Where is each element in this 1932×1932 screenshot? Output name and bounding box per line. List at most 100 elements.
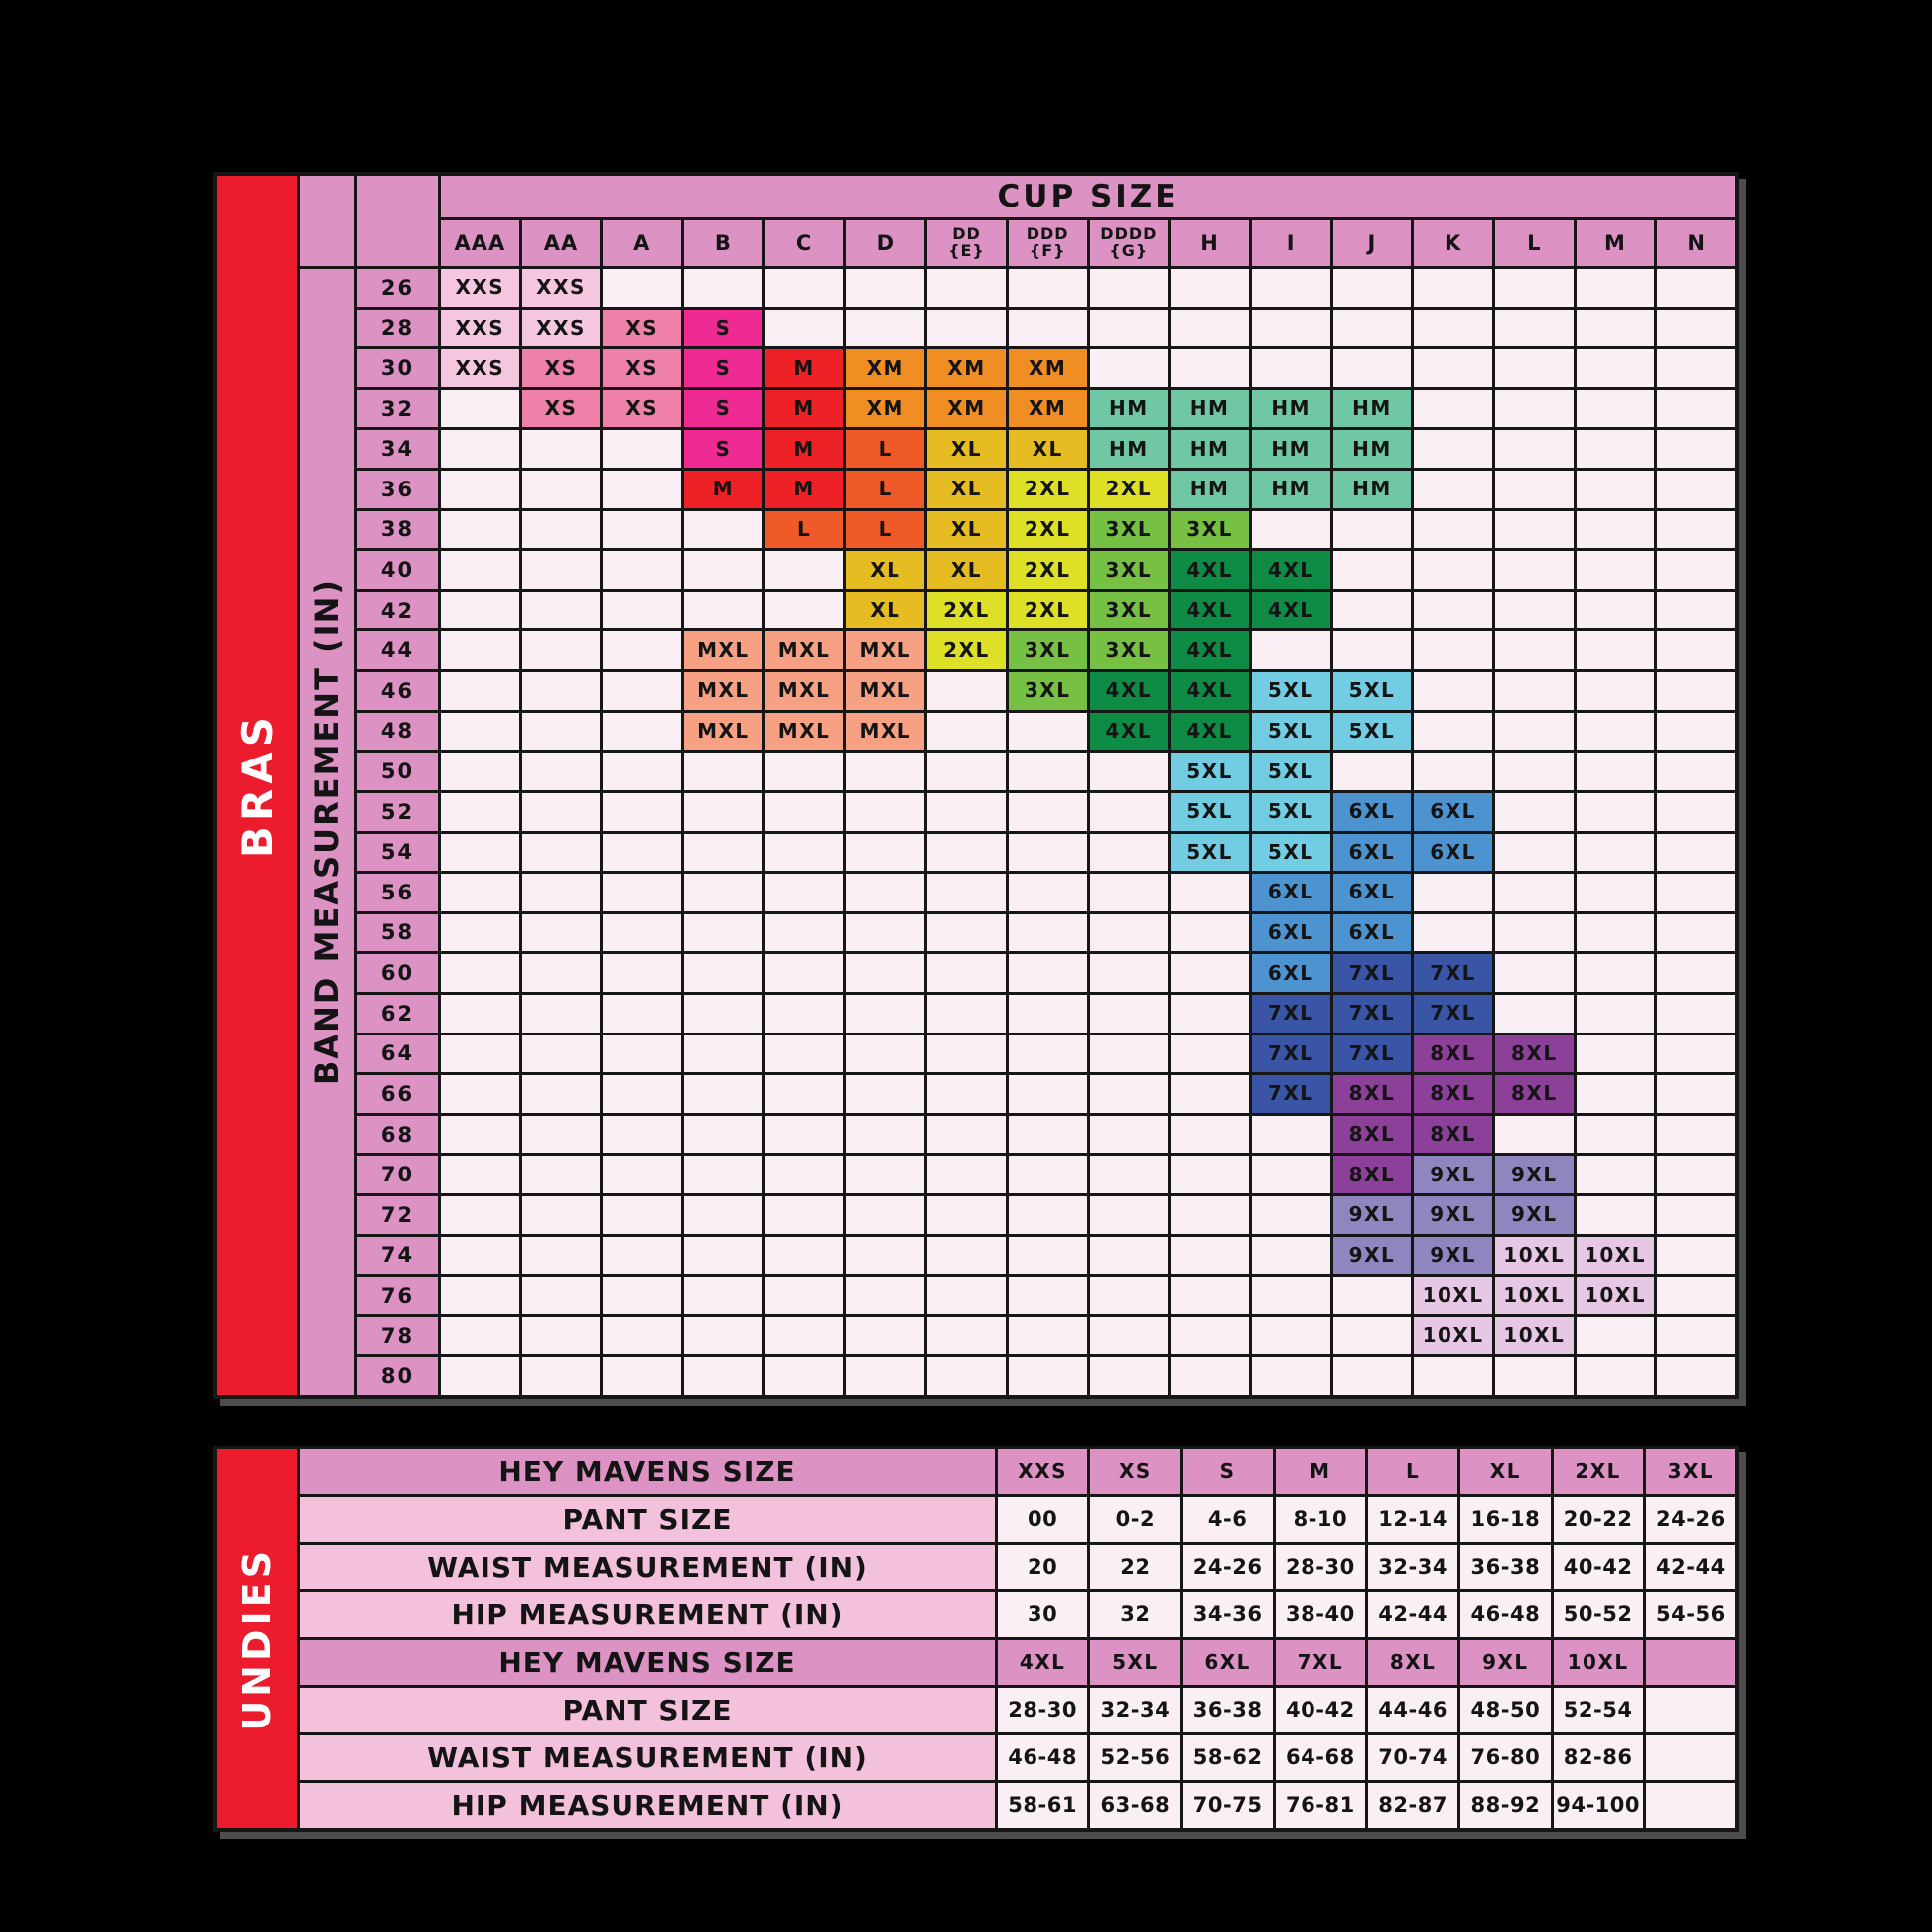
size-cell-7xl: 7XL (1414, 994, 1492, 1033)
size-cell-xl: XL (927, 471, 1006, 508)
undies-value-cell: 28-30 (998, 1688, 1088, 1732)
size-cell-9xl: 9XL (1414, 1156, 1492, 1193)
size-cell-empty (441, 591, 519, 629)
size-cell-empty (1576, 551, 1655, 589)
undies-size-header: 5XL (1090, 1640, 1180, 1685)
size-cell-empty (1657, 1156, 1735, 1193)
size-cell-empty (1414, 510, 1492, 549)
size-cell-empty (1008, 269, 1087, 307)
undies-value-cell: 82-86 (1553, 1735, 1643, 1780)
undies-sidebar: UNDIES (217, 1449, 297, 1828)
cup-column-header: DDDD {G} (1089, 220, 1169, 266)
size-cell-empty (1251, 510, 1330, 549)
size-cell-empty (1332, 1316, 1412, 1355)
size-cell-empty (927, 1357, 1006, 1395)
undies-size-header: 4XL (998, 1640, 1088, 1685)
size-cell-xl: XL (1008, 430, 1087, 469)
size-cell-empty (1576, 874, 1655, 911)
size-cell-empty (1494, 1357, 1574, 1395)
undies-grid: HEY MAVENS SIZE XXS XS S M L XL 2XL 3XL PANT SIZE… (300, 1449, 1735, 1828)
size-cell-hm: HM (1332, 471, 1412, 508)
size-cell-empty (1008, 1115, 1087, 1154)
size-cell-empty (1089, 913, 1169, 952)
size-cell-empty (441, 994, 519, 1033)
size-cell-empty (684, 1357, 762, 1395)
undies-value-cell (1645, 1688, 1735, 1732)
size-cell-empty (1576, 510, 1655, 549)
size-cell-8xl: 8XL (1332, 1075, 1412, 1113)
size-cell-7xl: 7XL (1414, 954, 1492, 992)
corner-cell-band-axis (300, 176, 354, 266)
size-cell-empty (684, 1277, 762, 1314)
size-cell-empty (1414, 269, 1492, 307)
size-cell-7xl: 7XL (1332, 1035, 1412, 1073)
size-cell-s: S (684, 430, 762, 469)
size-cell-empty (441, 471, 519, 508)
size-cell-xl: XL (927, 551, 1006, 589)
size-cell-empty (603, 1115, 682, 1154)
size-cell-9xl: 9XL (1494, 1195, 1574, 1234)
size-cell-empty (764, 874, 844, 911)
band-measurement-value: 76 (357, 1277, 438, 1314)
size-cell-empty (1414, 389, 1492, 428)
size-cell-empty (927, 913, 1006, 952)
size-cell-empty (927, 874, 1006, 911)
size-cell-empty (846, 954, 925, 992)
size-cell-empty (1251, 349, 1330, 387)
size-cell-empty (1494, 792, 1574, 831)
size-cell-hm: HM (1251, 430, 1330, 469)
undies-row-label: PANT SIZE (300, 1688, 995, 1732)
cup-size-title: CUP SIZE (441, 176, 1735, 217)
band-measurement-value: 48 (357, 712, 438, 751)
undies-row-label: WAIST MEASUREMENT (IN) (300, 1545, 995, 1589)
size-cell-5xl: 5XL (1171, 753, 1249, 790)
size-cell-empty (684, 1075, 762, 1113)
size-cell-empty (441, 389, 519, 428)
size-cell-4xl: 4XL (1089, 712, 1169, 751)
size-cell-empty (1332, 1277, 1412, 1314)
size-cell-empty (846, 1075, 925, 1113)
size-cell-hm: HM (1089, 430, 1169, 469)
size-cell-empty (1576, 833, 1655, 872)
cup-column-header: DDD {F} (1008, 220, 1087, 266)
size-cell-10xl: 10XL (1576, 1277, 1655, 1314)
size-cell-8xl: 8XL (1414, 1075, 1492, 1113)
size-cell-mxl: MXL (764, 712, 844, 751)
band-measurement-value: 52 (357, 792, 438, 831)
band-measurement-value: 40 (357, 551, 438, 589)
size-cell-empty (1089, 753, 1169, 790)
size-cell-empty (927, 1316, 1006, 1355)
size-cell-9xl: 9XL (1494, 1156, 1574, 1193)
size-cell-6xl: 6XL (1414, 833, 1492, 872)
undies-value-cell: 54-56 (1645, 1592, 1735, 1637)
size-cell-empty (1657, 631, 1735, 670)
cup-column-header: K (1414, 220, 1492, 266)
size-cell-empty (1657, 269, 1735, 307)
size-cell-empty (1657, 510, 1735, 549)
size-cell-empty (1657, 471, 1735, 508)
size-cell-6xl: 6XL (1332, 833, 1412, 872)
size-cell-empty (1251, 309, 1330, 347)
size-cell-empty (1251, 1357, 1330, 1395)
band-measurement-value: 38 (357, 510, 438, 549)
undies-value-cell: 40-42 (1275, 1688, 1365, 1732)
size-cell-10xl: 10XL (1494, 1316, 1574, 1355)
size-cell-empty (1089, 833, 1169, 872)
size-cell-7xl: 7XL (1251, 994, 1330, 1033)
size-cell-empty (603, 1316, 682, 1355)
undies-size-header: S (1182, 1449, 1273, 1494)
size-cell-empty (441, 551, 519, 589)
undies-value-cell: 34-36 (1182, 1592, 1273, 1637)
size-cell-empty (1576, 591, 1655, 629)
size-cell-8xl: 8XL (1332, 1115, 1412, 1154)
size-cell-hm: HM (1089, 389, 1169, 428)
undies-value-cell: 42-44 (1368, 1592, 1458, 1637)
band-measurement-value: 28 (357, 309, 438, 347)
size-cell-empty (846, 1357, 925, 1395)
size-cell-empty (603, 833, 682, 872)
size-cell-7xl: 7XL (1251, 1075, 1330, 1113)
size-cell-empty (1494, 833, 1574, 872)
size-cell-xl: XL (846, 551, 925, 589)
undies-table: UNDIES HEY MAVENS SIZE XXS XS S M L XL 2XL 3XL PA… (213, 1446, 1739, 1832)
size-cell-empty (846, 309, 925, 347)
